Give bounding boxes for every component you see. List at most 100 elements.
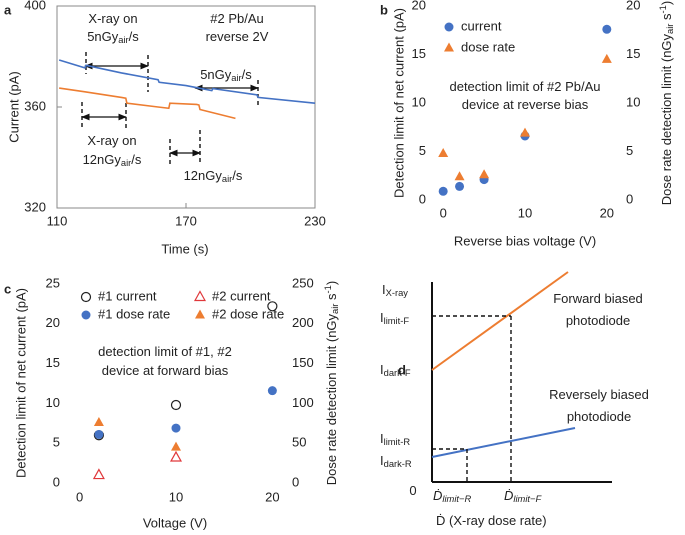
- text-sub: air: [665, 24, 675, 34]
- text-sub: X-ray: [386, 288, 409, 298]
- y2-tick-label: 0: [626, 191, 633, 206]
- text-part: /s: [131, 152, 142, 167]
- x-axis-title: Reverse bias voltage (V): [454, 233, 596, 248]
- x-tick-label: 10: [169, 489, 183, 504]
- annotation: reverse 2V: [206, 29, 269, 44]
- y-tick-label: 15: [412, 46, 426, 61]
- text-part: I: [380, 453, 384, 468]
- legend-marker: [193, 290, 207, 302]
- text-sub: limit−F: [513, 494, 542, 504]
- y2-tick-label: 150: [292, 355, 314, 370]
- y-tick-label: 360: [24, 98, 46, 113]
- text-sub: dark-R: [384, 459, 412, 469]
- legend-label: #2 dose rate: [212, 306, 284, 321]
- legend-marker: [80, 291, 92, 303]
- x-tick-label: 20: [600, 205, 614, 220]
- legend-marker: [444, 42, 454, 52]
- annotation: 5nGyair/s: [200, 67, 252, 83]
- schematic-label: Ḋlimit−F: [504, 488, 542, 504]
- text-part: Dose rate detection limit (nGy: [659, 33, 674, 205]
- text-part: Ḋ (X-ray dose rate): [436, 513, 547, 528]
- panel-label: a: [4, 2, 12, 17]
- marker: [170, 399, 182, 411]
- text-sub: limit-R: [384, 437, 411, 447]
- text-part: I: [380, 362, 384, 377]
- y-tick-label: 0: [53, 474, 60, 489]
- annotation: detection limit of #1, #2: [98, 344, 232, 359]
- marker: [267, 386, 277, 396]
- annotation: 5nGyair/s: [87, 29, 139, 45]
- text-part: s: [659, 13, 674, 24]
- schematic-label: Idark-R: [380, 453, 412, 469]
- text-part: I: [380, 431, 384, 446]
- schematic-label: Ḋ (X-ray dose rate): [436, 513, 547, 528]
- text-part: detection limit of #2 Pb/Au: [449, 79, 600, 94]
- text-part: Reversely biased: [549, 387, 649, 402]
- text-part: I: [382, 282, 386, 297]
- annotation: X-ray on: [88, 11, 137, 26]
- schematic-label: Forward biased: [553, 291, 643, 306]
- text-sub: limit-F: [384, 316, 410, 326]
- marker: [169, 450, 183, 462]
- text-sub: dark-F: [384, 368, 411, 378]
- annotation: device at forward bias: [102, 363, 229, 378]
- panel-label: c: [4, 281, 11, 296]
- schematic-label: Ilimit-R: [380, 431, 410, 447]
- text-part: /s: [242, 67, 253, 82]
- text-part: photodiode: [566, 313, 630, 328]
- forward-line: [431, 271, 569, 371]
- text-part: photodiode: [567, 409, 631, 424]
- text-part: #2 Pb/Au: [210, 11, 264, 26]
- text-part: X-ray on: [87, 133, 136, 148]
- marker: [454, 171, 465, 181]
- marker: [93, 417, 104, 427]
- legend-label: current: [461, 18, 502, 33]
- text-part: device at forward bias: [102, 363, 229, 378]
- y2-tick-label: 100: [292, 395, 314, 410]
- y2-tick-label: 200: [292, 315, 314, 330]
- text-part: Ḋ: [504, 488, 513, 503]
- annotation: 12nGyair/s: [83, 152, 142, 168]
- y2-tick-label: 5: [626, 143, 633, 158]
- legend-label: #1 current: [98, 288, 157, 303]
- y-tick-label: 25: [46, 275, 60, 290]
- marker: [171, 441, 181, 451]
- legend-marker: [195, 309, 205, 319]
- text-part: 0: [409, 483, 416, 498]
- legend-marker: [81, 310, 91, 320]
- data-line: [58, 59, 316, 105]
- text-part: 5nGy: [87, 29, 119, 44]
- text-sub: air: [231, 73, 241, 83]
- schematic-label: photodiode: [567, 409, 631, 424]
- y-axis-title: Current (pA): [6, 71, 21, 143]
- text-part: detection limit of #1, #2: [98, 344, 232, 359]
- text-sub: air: [222, 174, 232, 184]
- marker: [92, 468, 105, 480]
- data-line: [59, 87, 236, 120]
- legend-label: dose rate: [461, 39, 515, 54]
- y2-tick-label: 15: [626, 46, 640, 61]
- annotation: detection limit of #2 Pb/Au: [449, 79, 600, 94]
- y-tick-label: 5: [53, 435, 60, 450]
- y-tick-label: 400: [24, 0, 46, 12]
- y-axis-title: Detection limit of net current (pA): [13, 288, 28, 478]
- x-axis-title: Time (s): [161, 241, 208, 256]
- y-tick-label: 10: [412, 94, 426, 109]
- schematic-label: Ilimit-F: [380, 310, 409, 326]
- schematic-label: Ḋlimit−R: [433, 488, 471, 504]
- marker: [94, 429, 104, 439]
- text-part: Ḋ: [433, 488, 442, 503]
- y-tick-label: 15: [46, 355, 60, 370]
- schematic-label: 0: [409, 483, 416, 498]
- marker: [601, 53, 612, 63]
- x-tick-label: 0: [440, 205, 447, 220]
- y-tick-label: 320: [24, 199, 46, 214]
- text-part: 12nGy: [184, 168, 223, 183]
- y2-tick-label: 250: [292, 275, 314, 290]
- reverse-line: [431, 427, 576, 458]
- text-sub: air: [118, 35, 128, 45]
- text-sub: limit−R: [442, 494, 471, 504]
- y-axis-title: Detection limit of net current (pA): [391, 8, 406, 198]
- legend-label: #1 dose rate: [98, 306, 170, 321]
